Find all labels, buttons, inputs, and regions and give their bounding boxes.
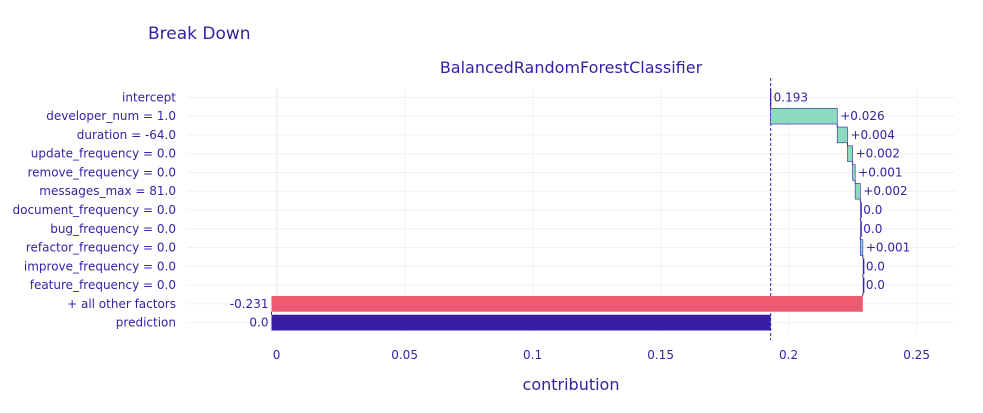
x-tick-label: 0.05 <box>391 348 418 362</box>
increase-bar <box>836 126 848 144</box>
zero-bar <box>862 277 865 293</box>
y-tick-label: improve_frequency = 0.0 <box>24 259 176 273</box>
x-tick-label: 0.15 <box>647 348 674 362</box>
y-tick-label: document_frequency = 0.0 <box>13 203 177 217</box>
x-tick-label: 0.1 <box>523 348 542 362</box>
x-tick-label: 0.2 <box>779 348 798 362</box>
value-label: 0.0 <box>863 222 882 236</box>
x-axis-label: contribution <box>523 375 620 394</box>
y-tick-label: duration = -64.0 <box>77 128 176 142</box>
value-label: 0.0 <box>249 316 268 330</box>
decrease-bar <box>271 295 863 312</box>
increase-bar <box>854 183 861 200</box>
zero-bar <box>860 202 862 218</box>
value-label: 0.0 <box>866 278 885 292</box>
y-tick-label: bug_frequency = 0.0 <box>50 222 176 236</box>
zero-bar <box>862 258 865 275</box>
y-tick-label: prediction <box>116 316 176 330</box>
value-label: +0.001 <box>866 241 910 255</box>
y-tick-label: intercept <box>122 90 176 104</box>
x-tick-label: 0 <box>273 348 281 362</box>
value-label: +0.004 <box>850 128 894 142</box>
value-label: +0.026 <box>840 109 884 123</box>
bars <box>270 89 865 331</box>
zero-bar <box>860 220 862 237</box>
value-label: 0.0 <box>866 259 885 273</box>
y-tick-label: update_frequency = 0.0 <box>31 147 176 161</box>
y-tick-label: developer_num = 1.0 <box>46 109 176 123</box>
chart-subtitle: BalancedRandomForestClassifier <box>440 58 703 77</box>
x-tick-label: 0.25 <box>903 348 930 362</box>
increase-bar <box>859 239 864 256</box>
y-tick-label: refactor_frequency = 0.0 <box>26 241 176 255</box>
increase-bar <box>852 164 856 181</box>
increase-bar <box>770 107 838 125</box>
value-label: 0.193 <box>774 90 808 104</box>
value-label: +0.002 <box>863 184 907 198</box>
chart-title: Break Down <box>148 24 251 44</box>
value-label: +0.002 <box>856 147 900 161</box>
prediction-bar <box>271 314 771 331</box>
value-label: +0.001 <box>858 165 902 179</box>
value-label: -0.231 <box>230 297 269 311</box>
y-tick-label: remove_frequency = 0.0 <box>27 165 176 179</box>
y-tick-label: feature_frequency = 0.0 <box>30 278 176 292</box>
labels: 0 0.05 0.1 0.15 0.2 0.25 intercept 0.193 develop… <box>13 90 930 362</box>
increase-bar <box>847 145 853 162</box>
y-tick-label: + all other factors <box>67 297 176 311</box>
value-label: 0.0 <box>863 203 882 217</box>
y-tick-label: messages_max = 81.0 <box>39 184 176 198</box>
